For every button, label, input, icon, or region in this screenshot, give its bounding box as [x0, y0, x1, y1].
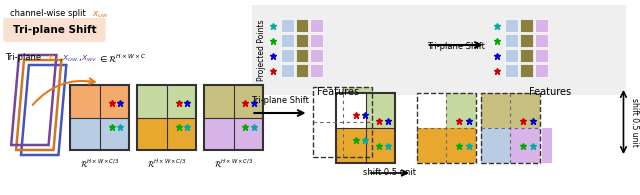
Bar: [417, 128, 446, 163]
Bar: [520, 64, 533, 77]
Bar: [204, 85, 263, 150]
Bar: [70, 85, 129, 150]
Bar: [281, 64, 294, 77]
Text: $x_{wv}$: $x_{wv}$: [81, 53, 98, 64]
Bar: [281, 19, 294, 32]
Bar: [234, 85, 263, 118]
Text: Tri-plane: Tri-plane: [5, 53, 47, 62]
FancyBboxPatch shape: [3, 18, 106, 42]
Bar: [510, 128, 540, 163]
Text: shift 0.5 unit: shift 0.5 unit: [630, 98, 639, 146]
Bar: [535, 34, 548, 47]
Bar: [100, 118, 129, 150]
Bar: [100, 85, 129, 118]
Text: shift 0.5 unit: shift 0.5 unit: [363, 168, 416, 177]
Bar: [506, 19, 518, 32]
Bar: [70, 118, 100, 150]
Text: $\mathcal{R}^{H\times W\times C/3}$: $\mathcal{R}^{H\times W\times C/3}$: [80, 158, 120, 170]
Bar: [481, 93, 540, 163]
Bar: [336, 93, 365, 128]
Bar: [281, 49, 294, 62]
Bar: [296, 49, 308, 62]
Bar: [296, 34, 308, 47]
Text: ,: ,: [78, 53, 81, 62]
Bar: [296, 64, 308, 77]
Bar: [166, 85, 196, 118]
Bar: [314, 87, 372, 157]
Bar: [542, 128, 552, 163]
Bar: [310, 49, 323, 62]
Bar: [314, 87, 343, 122]
Bar: [204, 85, 234, 118]
Text: Tri-plane Shift: Tri-plane Shift: [13, 25, 96, 35]
Text: Tri-plane Shift: Tri-plane Shift: [427, 42, 485, 51]
Text: ,: ,: [60, 53, 62, 62]
Bar: [137, 118, 166, 150]
Bar: [481, 93, 510, 128]
Bar: [510, 93, 540, 128]
Bar: [417, 93, 476, 163]
Bar: [506, 49, 518, 62]
Bar: [520, 19, 533, 32]
Text: $\mathcal{R}^{H\times W\times C/3}$: $\mathcal{R}^{H\times W\times C/3}$: [214, 158, 253, 170]
Bar: [336, 93, 395, 163]
Bar: [506, 34, 518, 47]
Bar: [336, 128, 365, 163]
Bar: [281, 34, 294, 47]
Bar: [520, 34, 533, 47]
Text: $\mathcal{R}^{H\times W\times C/3}$: $\mathcal{R}^{H\times W\times C/3}$: [147, 158, 186, 170]
Bar: [365, 93, 395, 128]
Text: Tri-plane Shift: Tri-plane Shift: [251, 96, 309, 105]
Bar: [252, 5, 627, 95]
Bar: [417, 93, 446, 128]
Bar: [481, 128, 510, 163]
Bar: [310, 34, 323, 47]
Bar: [506, 64, 518, 77]
Bar: [535, 19, 548, 32]
Text: $x_{uv}$: $x_{uv}$: [47, 53, 62, 64]
Bar: [446, 93, 476, 128]
Bar: [446, 128, 476, 163]
Text: Features: Features: [317, 87, 359, 97]
Bar: [365, 128, 395, 163]
Bar: [137, 85, 166, 118]
Text: Features: Features: [529, 87, 571, 97]
Text: $x_{uw}$: $x_{uw}$: [62, 53, 79, 64]
Text: $\in \mathcal{R}^{H\times W\times C}$: $\in \mathcal{R}^{H\times W\times C}$: [98, 53, 147, 65]
Bar: [137, 85, 196, 150]
Text: channel-wise split: channel-wise split: [10, 9, 91, 18]
Bar: [314, 122, 343, 157]
Bar: [296, 19, 308, 32]
Bar: [310, 19, 323, 32]
Text: $x_{uw}$: $x_{uw}$: [92, 9, 109, 20]
Bar: [70, 85, 100, 118]
Bar: [535, 49, 548, 62]
Bar: [520, 49, 533, 62]
Bar: [310, 64, 323, 77]
Bar: [234, 118, 263, 150]
Bar: [343, 122, 372, 157]
Bar: [535, 64, 548, 77]
Text: Projected Points: Projected Points: [257, 19, 266, 81]
Bar: [343, 87, 372, 122]
Bar: [166, 118, 196, 150]
Bar: [204, 118, 234, 150]
